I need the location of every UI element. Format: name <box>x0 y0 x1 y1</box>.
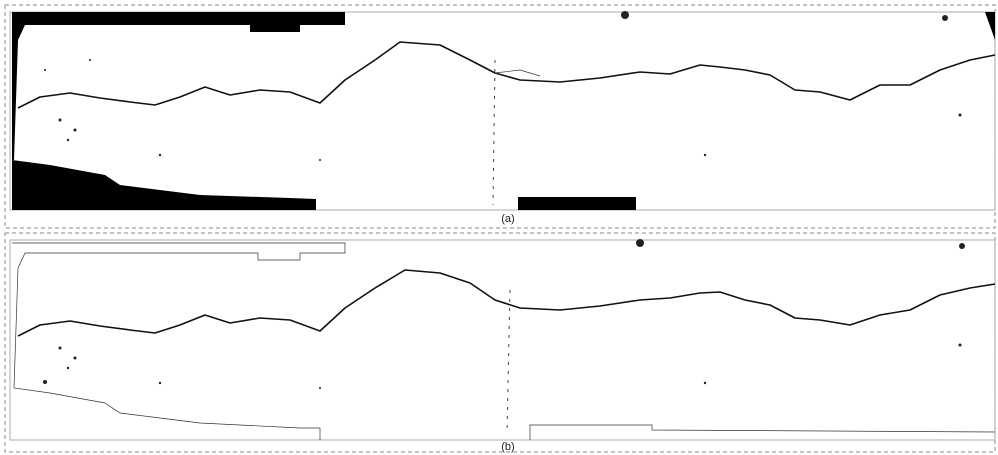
panel-a: (a) <box>5 5 995 228</box>
panel-b: (b) <box>5 233 995 453</box>
image-frame <box>10 12 995 210</box>
mask-region <box>518 197 636 210</box>
panel-label: (a) <box>501 213 514 225</box>
image-frame <box>10 240 995 440</box>
panel-label: (b) <box>501 441 514 453</box>
figure: (a) (b) <box>0 0 998 455</box>
page: (a) (b) (() => { const data = JSON.parse… <box>0 0 998 455</box>
